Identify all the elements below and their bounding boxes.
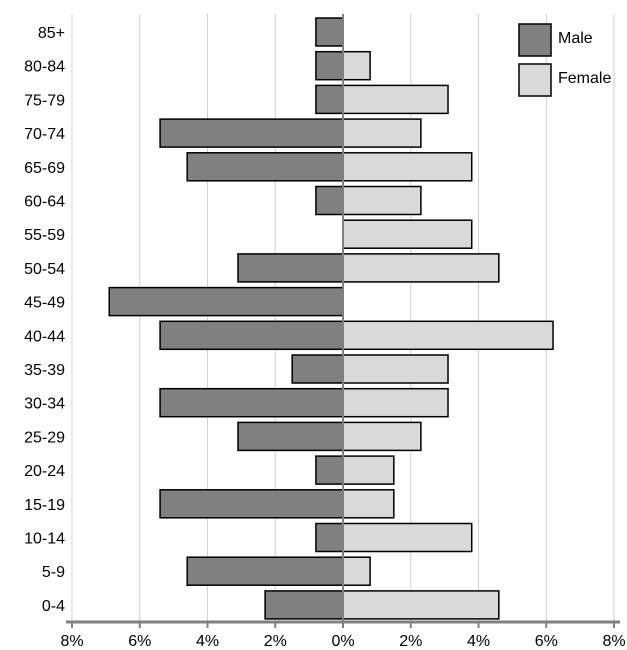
bar-female-55-59 bbox=[342, 219, 473, 249]
bar-male-75-79 bbox=[315, 84, 344, 115]
bar-female-5-9 bbox=[342, 556, 371, 586]
x-tick-label: 6% bbox=[535, 633, 558, 650]
bar-female-65-69 bbox=[342, 152, 473, 182]
grid-lines bbox=[71, 14, 615, 622]
bar-male-50-54 bbox=[237, 253, 344, 283]
bar-male-5-9 bbox=[186, 556, 344, 586]
bar-male-30-34 bbox=[159, 387, 344, 418]
legend-swatch-female bbox=[518, 63, 552, 97]
x-tick-label: 0% bbox=[331, 633, 354, 650]
bar-male-40-44 bbox=[159, 320, 344, 351]
y-tick-label: 85+ bbox=[38, 25, 65, 42]
bar-female-50-54 bbox=[342, 253, 500, 283]
bar-male-60-64 bbox=[315, 185, 344, 216]
y-tick-label: 20-24 bbox=[24, 463, 65, 480]
axes-group bbox=[66, 14, 620, 628]
bar-female-15-19 bbox=[342, 489, 395, 519]
y-tick-label: 15-19 bbox=[24, 497, 65, 514]
x-tick-label: 8% bbox=[602, 633, 625, 650]
bar-male-0-4 bbox=[264, 590, 344, 620]
y-tick-labels: 0-4 5-9 10-14 15-19 20-24 25-29 30-34 35-39 40-4… bbox=[24, 25, 65, 615]
bar-female-40-44 bbox=[342, 320, 554, 351]
y-tick-label: 5-9 bbox=[42, 564, 65, 581]
bar-male-20-24 bbox=[315, 455, 344, 485]
bar-female-60-64 bbox=[342, 185, 422, 216]
bar-male-25-29 bbox=[237, 421, 344, 452]
y-tick-label: 30-34 bbox=[24, 396, 65, 413]
bar-female-30-34 bbox=[342, 387, 449, 418]
y-tick-label: 55-59 bbox=[24, 227, 65, 244]
y-tick-label: 40-44 bbox=[24, 328, 65, 345]
bar-male-45-49 bbox=[108, 286, 344, 317]
x-tick-labels: 8% 6% 4% 2% 0% 2% 4% 6% 8% bbox=[60, 633, 625, 650]
y-tick-label: 0-4 bbox=[42, 598, 65, 615]
bar-female-80-84 bbox=[342, 50, 371, 81]
bar-male-80-84 bbox=[315, 50, 344, 81]
bar-male-65-69 bbox=[186, 152, 344, 182]
bar-male-10-14 bbox=[315, 522, 344, 553]
legend-label-male: Male bbox=[558, 30, 593, 47]
bar-male-15-19 bbox=[159, 489, 344, 519]
bar-female-75-79 bbox=[342, 84, 449, 115]
bar-female-70-74 bbox=[342, 118, 422, 148]
bar-female-25-29 bbox=[342, 421, 422, 452]
bar-female-35-39 bbox=[342, 354, 449, 384]
y-tick-label: 60-64 bbox=[24, 194, 65, 211]
bar-male-35-39 bbox=[291, 354, 344, 384]
y-tick-label: 45-49 bbox=[24, 295, 65, 312]
legend: Male Female bbox=[518, 23, 611, 97]
bar-male-70-74 bbox=[159, 118, 344, 148]
y-tick-label: 25-29 bbox=[24, 429, 65, 446]
y-tick-label: 50-54 bbox=[24, 261, 65, 278]
x-tick-label: 4% bbox=[467, 633, 490, 650]
bar-female-20-24 bbox=[342, 455, 395, 485]
y-tick-label: 10-14 bbox=[24, 531, 65, 548]
x-tick-label: 2% bbox=[264, 633, 287, 650]
bar-male-85+ bbox=[315, 17, 344, 47]
y-tick-label: 35-39 bbox=[24, 362, 65, 379]
x-tick-label: 4% bbox=[196, 633, 219, 650]
bar-female-10-14 bbox=[342, 522, 473, 553]
x-tick-label: 2% bbox=[399, 633, 422, 650]
legend-label-female: Female bbox=[558, 70, 611, 87]
y-tick-label: 80-84 bbox=[24, 59, 65, 76]
bar-female-0-4 bbox=[342, 590, 500, 620]
bars-group bbox=[108, 17, 554, 620]
y-tick-label: 65-69 bbox=[24, 160, 65, 177]
x-tick-label: 8% bbox=[60, 633, 83, 650]
legend-swatch-male bbox=[518, 23, 552, 57]
y-tick-label: 75-79 bbox=[24, 92, 65, 109]
y-tick-label: 70-74 bbox=[24, 126, 65, 143]
x-tick-label: 6% bbox=[128, 633, 151, 650]
